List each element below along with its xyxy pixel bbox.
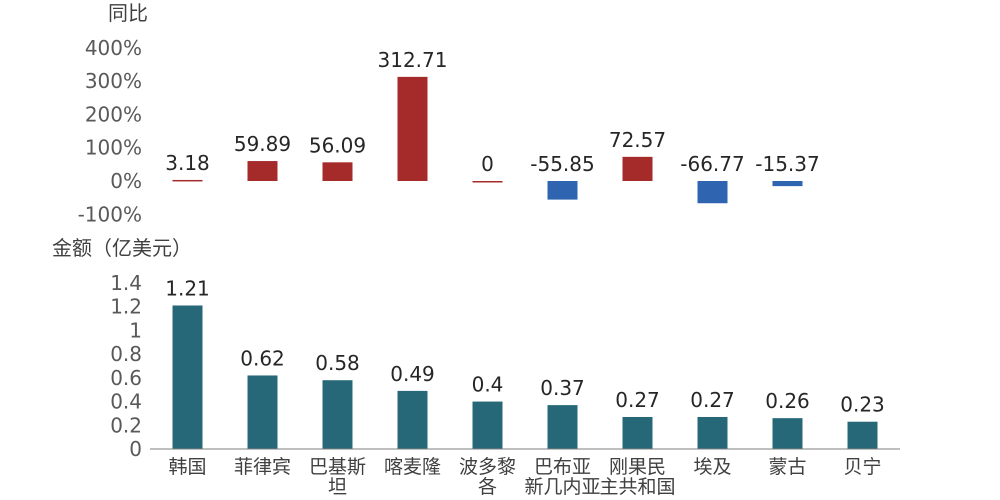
yoy-data-label: -55.85 — [530, 152, 594, 176]
amount-data-label: 0.37 — [540, 376, 585, 400]
yoy-bar — [772, 181, 803, 187]
yoy-data-label: -15.37 — [755, 152, 819, 176]
yoy-growth-chart: 同比 400% 300% 200% 100% 0% -100% 3.18 59.89 56.09 3… — [78, 1, 820, 226]
amount-tick-label: 0.8 — [110, 342, 142, 366]
amount-data-label: 0.26 — [765, 389, 810, 413]
amount-bar — [772, 418, 803, 449]
category-label: 坦 — [328, 476, 347, 498]
amount-data-label: 0.27 — [615, 388, 660, 412]
category-label: 蒙古 — [768, 456, 806, 478]
yoy-tick-label: 300% — [85, 69, 142, 93]
yoy-tick-label: 400% — [85, 36, 142, 60]
yoy-tick-label: 100% — [85, 136, 142, 160]
category-label: 巴布亚 — [534, 456, 591, 478]
yoy-tick-label: -100% — [78, 202, 142, 226]
amount-bar — [322, 380, 353, 449]
category-label: 刚果民 — [609, 456, 666, 478]
amount-tick-label: 0.2 — [110, 413, 142, 437]
yoy-axis-title: 同比 — [108, 1, 148, 25]
yoy-bar — [697, 181, 728, 204]
amount-tick-label: 1.4 — [110, 271, 142, 295]
yoy-tick-label: 0% — [110, 169, 142, 193]
category-label: 波多黎 — [459, 456, 516, 478]
yoy-data-label: 312.71 — [378, 48, 448, 72]
category-label: 主共和国 — [599, 476, 675, 498]
amount-tick-label: 1 — [129, 318, 142, 342]
amount-bar — [847, 421, 878, 449]
amount-data-label: 0.58 — [315, 351, 360, 375]
amount-bar — [397, 390, 428, 449]
yoy-data-label: -66.77 — [680, 152, 744, 176]
amount-bar — [172, 305, 203, 449]
yoy-bar — [472, 181, 503, 183]
amount-chart: 金额（亿美元）1.41.210.80.60.40.201.210.62 0.58 0… — [52, 236, 900, 498]
category-label: 贝宁 — [843, 456, 881, 478]
yoy-bar — [322, 162, 353, 181]
amount-bar — [547, 405, 578, 449]
amount-tick-label: 0 — [129, 437, 142, 461]
yoy-data-label: 3.18 — [165, 151, 210, 175]
category-label: 巴基斯 — [309, 456, 366, 478]
amount-tick-label: 1.2 — [110, 295, 142, 319]
amount-tick-label: 0.6 — [110, 366, 142, 390]
yoy-tick-label: 200% — [85, 102, 142, 126]
category-label: 菲律宾 — [234, 456, 291, 478]
amount-data-label: 0.23 — [840, 393, 885, 417]
yoy-bar — [622, 156, 653, 181]
yoy-bar — [172, 179, 203, 182]
amount-data-label: 0.62 — [240, 346, 285, 370]
category-label: 新几内亚 — [524, 476, 600, 498]
amount-bar — [472, 401, 503, 449]
amount-data-label: 0.27 — [690, 388, 735, 412]
category-label: 韩国 — [168, 456, 206, 478]
amount-data-label: 0.4 — [472, 373, 504, 397]
amount-bar — [697, 416, 728, 449]
yoy-data-label: 56.09 — [309, 133, 366, 157]
amount-tick-label: 0.4 — [110, 390, 142, 414]
amount-bar — [622, 416, 653, 449]
yoy-data-label: 59.89 — [234, 132, 291, 156]
yoy-bar — [247, 161, 278, 181]
category-label: 喀麦隆 — [384, 456, 441, 478]
yoy-data-label: 0 — [481, 152, 494, 176]
amount-data-label: 0.49 — [390, 362, 435, 386]
amount-data-label: 1.21 — [165, 276, 210, 300]
amount-bar — [247, 375, 278, 449]
amount-axis-title: 金额（亿美元） — [52, 236, 192, 260]
yoy-bar — [547, 181, 578, 200]
yoy-bar — [397, 76, 428, 181]
yoy-data-label: 72.57 — [609, 128, 666, 152]
category-label: 埃及 — [693, 456, 731, 478]
category-label: 各 — [478, 476, 497, 498]
